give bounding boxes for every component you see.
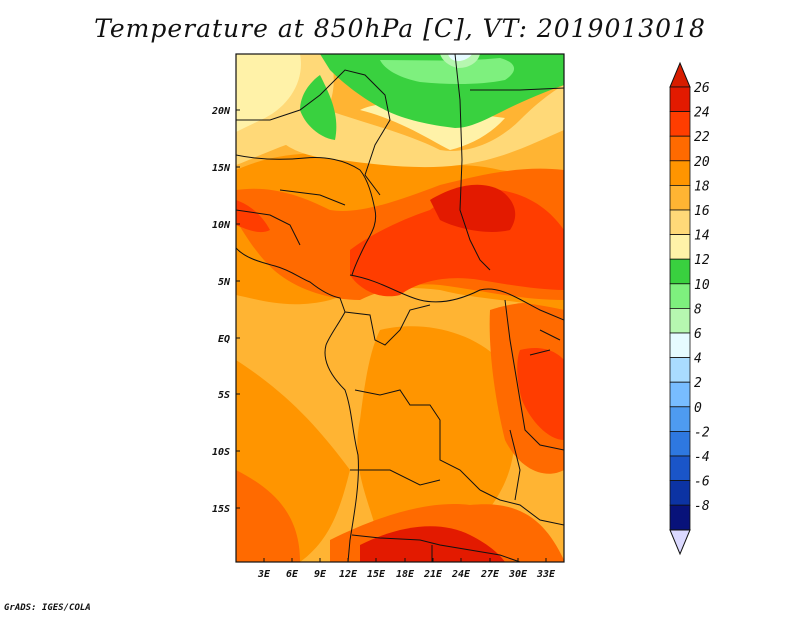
colorbar-swatch [669, 135, 691, 162]
colorbar-label: 10 [694, 278, 710, 293]
colorbar-swatch [669, 307, 691, 334]
country-borders [236, 54, 564, 562]
colorbar-swatch [669, 406, 691, 432]
map-title: Temperature at 850hPa [C], VT: 201901301… [94, 14, 706, 43]
colorbar-label: 6 [694, 327, 702, 342]
colorbar-swatch [669, 209, 691, 236]
colorbar-label: -4 [694, 450, 710, 465]
colorbar-swatch [669, 184, 691, 211]
colorbar-swatch [669, 430, 691, 457]
colorbar-label: 22 [694, 130, 710, 145]
colorbar-label: 2 [694, 376, 702, 391]
lon-tick-label: 27E [480, 569, 500, 580]
colorbar-label: 12 [694, 253, 710, 268]
lat-tick-label: 10S [212, 447, 230, 458]
lon-tick-label: 6E [286, 569, 299, 580]
colorbar-label: 4 [694, 352, 702, 367]
lon-tick-label: 33E [536, 569, 556, 580]
colorbar-swatch [669, 357, 691, 383]
colorbar-swatch [669, 234, 691, 260]
lon-tick-label: 30E [508, 569, 528, 580]
lon-tick-label: 21E [423, 569, 443, 580]
colorbar-label: 26 [694, 81, 710, 96]
colorbar-label: -6 [694, 475, 710, 490]
colorbar-label: 14 [694, 229, 710, 244]
colorbar-swatch [669, 111, 691, 137]
colorbar-label: 0 [694, 401, 702, 416]
colorbar-swatch [669, 480, 691, 506]
lon-tick-label: 9E [314, 569, 327, 580]
colorbar-bottom-arrow [669, 529, 691, 556]
lat-tick-label: EQ [218, 334, 230, 345]
colorbar-swatch [669, 332, 691, 359]
lon-tick-label: 18E [396, 569, 415, 580]
colorbar-label: 24 [694, 106, 710, 121]
colorbar-swatch [669, 455, 691, 482]
lat-tick-label: 15N [212, 163, 231, 174]
colorbar-label: 20 [694, 155, 710, 170]
lon-tick-label: 15E [367, 569, 386, 580]
grads-credit: GrADS: IGES/COLA [4, 603, 91, 613]
colorbar-swatch [669, 504, 691, 531]
colorbar-swatch [669, 160, 691, 186]
colorbar-label: -8 [694, 499, 710, 514]
colorbar-swatch [669, 381, 691, 408]
lat-tick-label: 15S [212, 504, 230, 515]
colorbar-label: -2 [694, 425, 710, 440]
lat-tick-label: 5S [218, 390, 230, 401]
lon-tick-label: 12E [339, 569, 358, 580]
map-frame [235, 53, 565, 563]
lon-tick-label: 24E [451, 569, 471, 580]
latitude-ticks: 20N 15N 10N 5N EQ 5S 10S 15S [211, 106, 240, 515]
colorbar-top-arrow [669, 61, 691, 88]
colorbar-label: 18 [694, 179, 710, 194]
lon-tick-label: 3E [257, 569, 271, 580]
lat-tick-label: 20N [211, 106, 231, 117]
colorbar-label: 8 [694, 302, 702, 317]
temperature-field [236, 54, 564, 562]
colorbar-swatch [669, 283, 691, 309]
lat-tick-label: 10N [212, 220, 231, 231]
colorbar-swatch [669, 86, 691, 113]
longitude-ticks: 3E 6E 9E 12E 15E 18E 21E 24E 27E 30E 33E [257, 558, 556, 580]
colorbar-label: 16 [694, 204, 710, 219]
colorbar-swatch [669, 258, 691, 285]
lat-tick-label: 5N [218, 277, 231, 288]
